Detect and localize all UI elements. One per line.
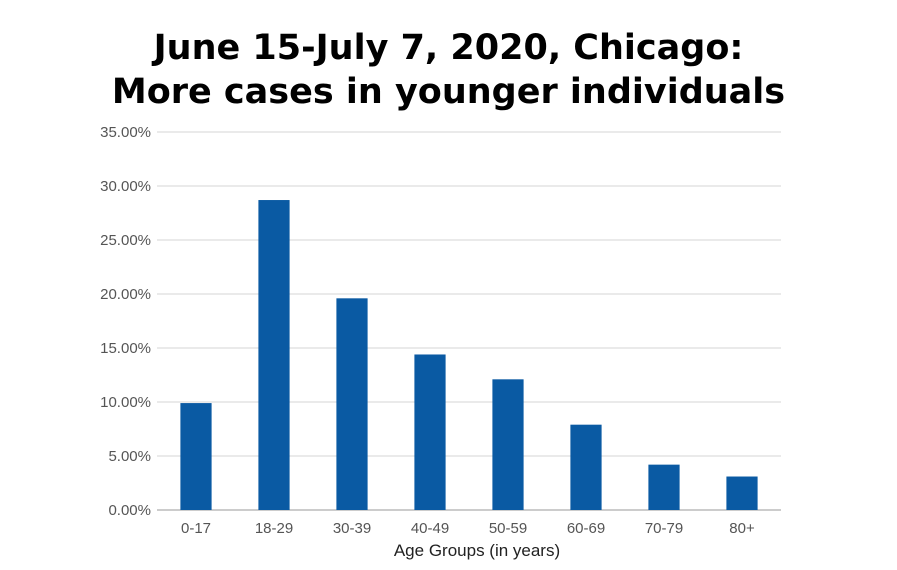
y-tick-label: 20.00%	[100, 286, 151, 303]
x-tick-label: 18-29	[255, 520, 293, 537]
bar-30-39	[336, 298, 368, 510]
x-tick-label: 80+	[729, 520, 755, 537]
y-tick-label: 10.00%	[100, 394, 151, 411]
y-tick-label: 25.00%	[100, 232, 151, 249]
x-tick-label: 70-79	[645, 520, 683, 537]
y-tick-label: 0.00%	[108, 502, 151, 519]
x-tick-label: 50-59	[489, 520, 527, 537]
x-axis-ticks: 0-17 18-29 30-39 40-49 50-59 60-69 70-79 80+	[181, 520, 755, 537]
bar-70-79	[648, 464, 680, 510]
bar-60-69	[570, 424, 602, 510]
bar-0-17	[180, 403, 212, 510]
bar-40-49	[414, 354, 446, 510]
y-tick-label: 35.00%	[100, 124, 151, 141]
y-axis-ticks: 0.00% 5.00% 10.00% 15.00% 20.00% 25.00% 30.00%…	[100, 124, 151, 519]
x-tick-label: 30-39	[333, 520, 371, 537]
x-tick-label: 60-69	[567, 520, 605, 537]
chart-title-line-1: June 15-July 7, 2020, Chicago:	[153, 28, 744, 68]
x-axis-label: Age Groups (in years)	[394, 541, 560, 560]
bar-18-29	[258, 200, 290, 511]
chart-title: June 15-July 7, 2020, Chicago: More case…	[0, 26, 897, 114]
x-tick-label: 40-49	[411, 520, 449, 537]
bar-80+	[726, 476, 758, 510]
y-tick-label: 5.00%	[108, 448, 151, 465]
y-tick-label: 15.00%	[100, 340, 151, 357]
bars	[180, 200, 758, 511]
chart-title-line-2: More cases in younger individuals	[111, 72, 786, 112]
y-tick-label: 30.00%	[100, 178, 151, 195]
gridlines	[157, 131, 781, 511]
bar-50-59	[492, 379, 524, 510]
x-tick-label: 0-17	[181, 520, 211, 537]
